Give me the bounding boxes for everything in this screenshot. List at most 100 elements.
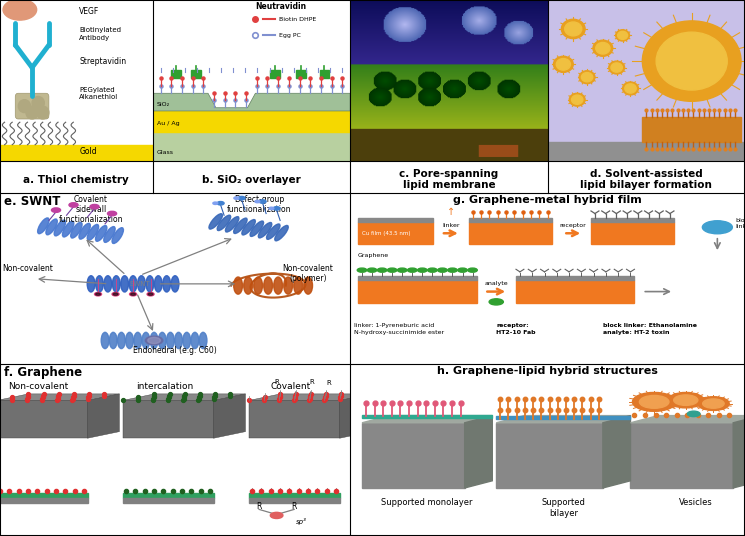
Text: analyte: analyte [484, 281, 508, 286]
Text: Endohedral (e.g. C60): Endohedral (e.g. C60) [133, 346, 217, 355]
Text: Vesicles: Vesicles [679, 498, 712, 507]
Ellipse shape [159, 332, 166, 348]
Bar [496, 415, 630, 419]
Bar [171, 70, 181, 78]
Text: g. Graphene-metal hybrid film: g. Graphene-metal hybrid film [453, 195, 642, 205]
Circle shape [562, 19, 585, 39]
Ellipse shape [54, 220, 66, 236]
Bar [358, 222, 433, 244]
Text: SWNT: SWNT [130, 281, 150, 287]
Polygon shape [122, 394, 245, 400]
Bar [0, 145, 153, 161]
Ellipse shape [146, 276, 153, 292]
Circle shape [489, 299, 504, 305]
Text: Glass: Glass [156, 150, 174, 155]
Circle shape [457, 268, 467, 272]
Ellipse shape [183, 332, 191, 348]
Ellipse shape [142, 332, 150, 348]
Text: Streptavidin: Streptavidin [80, 57, 127, 65]
Ellipse shape [171, 276, 179, 292]
Text: Gold: Gold [80, 147, 97, 155]
FancyBboxPatch shape [15, 93, 49, 119]
Circle shape [656, 32, 727, 90]
Circle shape [130, 293, 136, 295]
Ellipse shape [242, 220, 256, 235]
Polygon shape [630, 415, 745, 423]
Ellipse shape [154, 276, 162, 292]
Text: block linker: Ethanolamine
analyte: HT-2 toxin: block linker: Ethanolamine analyte: HT-2… [603, 323, 697, 334]
Circle shape [387, 268, 397, 272]
Circle shape [255, 200, 260, 203]
Ellipse shape [121, 276, 128, 292]
Ellipse shape [304, 277, 312, 294]
Text: Neutravidin: Neutravidin [256, 2, 306, 11]
Ellipse shape [284, 277, 293, 294]
Circle shape [107, 211, 117, 216]
Text: Covalent
sidewall
functionalization: Covalent sidewall functionalization [59, 195, 123, 225]
Circle shape [69, 203, 78, 207]
Ellipse shape [234, 277, 242, 294]
Circle shape [565, 22, 582, 36]
Circle shape [259, 200, 266, 203]
Bar [249, 498, 340, 503]
Text: a. Thiol chemistry: a. Thiol chemistry [24, 175, 129, 185]
Text: Egg PC: Egg PC [279, 33, 301, 38]
Circle shape [668, 392, 703, 408]
Circle shape [147, 293, 154, 296]
Circle shape [633, 392, 676, 411]
Text: Non-covalent: Non-covalent [8, 382, 69, 391]
Ellipse shape [259, 222, 272, 238]
Ellipse shape [294, 277, 302, 294]
Bar [296, 70, 305, 78]
Circle shape [437, 268, 447, 272]
Circle shape [625, 84, 636, 93]
Text: receptor:
HT2-10 Fab: receptor: HT2-10 Fab [496, 323, 536, 334]
Text: Covalent: Covalent [270, 382, 311, 391]
Bar [516, 280, 635, 303]
Ellipse shape [101, 332, 109, 348]
Circle shape [113, 293, 118, 295]
Polygon shape [249, 400, 340, 438]
Ellipse shape [104, 227, 115, 242]
Circle shape [213, 202, 218, 204]
Circle shape [51, 208, 60, 212]
Text: h. Graphene-lipid hybrid structures: h. Graphene-lipid hybrid structures [437, 366, 658, 376]
Circle shape [95, 293, 101, 295]
Bar [0, 493, 87, 498]
Text: Defect-group
functionalization: Defect-group functionalization [227, 195, 291, 214]
Circle shape [238, 196, 245, 200]
Ellipse shape [87, 225, 98, 240]
Bar [642, 117, 741, 142]
Ellipse shape [46, 219, 57, 235]
Bar [153, 132, 350, 161]
Circle shape [557, 58, 571, 70]
Ellipse shape [3, 0, 37, 20]
Text: Supported
bilayer: Supported bilayer [542, 498, 586, 518]
Polygon shape [87, 394, 119, 438]
Text: receptor: receptor [559, 222, 586, 228]
Circle shape [148, 293, 153, 295]
Text: R: R [327, 381, 332, 386]
Bar [270, 70, 280, 78]
Ellipse shape [112, 228, 124, 243]
Circle shape [569, 93, 585, 106]
Circle shape [148, 337, 160, 344]
Text: R: R [291, 502, 297, 511]
Text: block
linker: block linker [735, 219, 745, 229]
Polygon shape [603, 415, 630, 488]
Circle shape [623, 82, 638, 95]
Circle shape [581, 72, 593, 82]
Circle shape [358, 268, 367, 272]
Circle shape [448, 268, 457, 272]
Ellipse shape [95, 226, 107, 241]
Polygon shape [362, 415, 492, 423]
Circle shape [26, 106, 38, 119]
Circle shape [130, 293, 136, 296]
Ellipse shape [218, 215, 231, 230]
Ellipse shape [163, 276, 171, 292]
Bar [358, 280, 477, 303]
Circle shape [618, 31, 627, 40]
Ellipse shape [112, 276, 120, 292]
Bar [591, 218, 674, 222]
Text: sp³: sp³ [296, 518, 306, 525]
